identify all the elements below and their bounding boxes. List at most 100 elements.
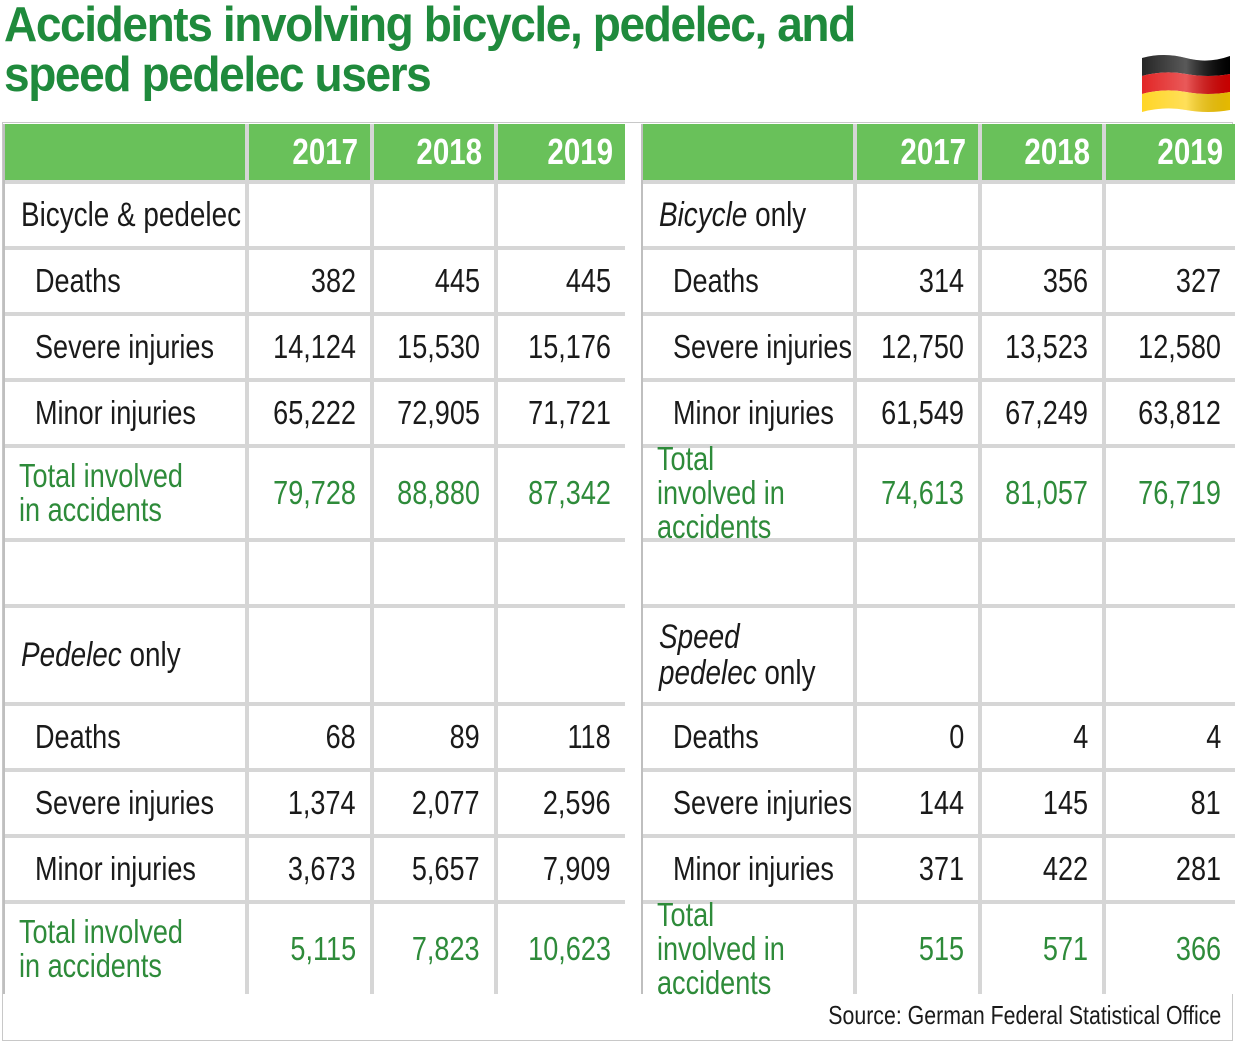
data-value: 13,523 bbox=[982, 316, 1102, 378]
total-label: Total involved in accidents bbox=[643, 898, 853, 1000]
empty-cell bbox=[374, 608, 494, 702]
total-value: 88,880 bbox=[374, 448, 494, 538]
row-label: Minor injuries bbox=[643, 838, 853, 900]
spacer-cell bbox=[5, 542, 245, 604]
total-label: Total involved in accidents bbox=[5, 448, 245, 538]
chart-title: Accidents involving bicycle, pedelec, an… bbox=[4, 0, 856, 102]
spacer-cell bbox=[982, 542, 1102, 604]
row-label: Severe injuries bbox=[5, 316, 245, 378]
spacer-cell bbox=[857, 542, 978, 604]
data-value: 65,222 bbox=[249, 382, 370, 444]
total-value: 87,342 bbox=[498, 448, 625, 538]
data-value: 281 bbox=[1106, 838, 1235, 900]
data-value: 327 bbox=[1106, 250, 1235, 312]
data-value: 314 bbox=[857, 250, 978, 312]
empty-cell bbox=[498, 608, 625, 702]
data-value: 3,673 bbox=[249, 838, 370, 900]
total-value: 515 bbox=[857, 904, 978, 994]
spacer-cell bbox=[249, 542, 370, 604]
data-value: 2,077 bbox=[374, 772, 494, 834]
data-value: 14,124 bbox=[249, 316, 370, 378]
total-value: 76,719 bbox=[1106, 448, 1235, 538]
data-value: 145 bbox=[982, 772, 1102, 834]
empty-cell bbox=[982, 608, 1102, 702]
total-value: 79,728 bbox=[249, 448, 370, 538]
row-label: Minor injuries bbox=[643, 382, 853, 444]
source-note: Source: German Federal Statistical Offic… bbox=[827, 1000, 1221, 1030]
total-value: 81,057 bbox=[982, 448, 1102, 538]
data-value: 422 bbox=[982, 838, 1102, 900]
data-value: 371 bbox=[857, 838, 978, 900]
empty-cell bbox=[249, 608, 370, 702]
data-value: 0 bbox=[857, 706, 978, 768]
empty-cell bbox=[1106, 184, 1235, 246]
empty-cell bbox=[374, 184, 494, 246]
right-table-panel: 2017 2018 2019 Bicycle only Deaths 314 356 327 S… bbox=[641, 124, 1235, 1000]
row-label: Deaths bbox=[5, 250, 245, 312]
spacer-cell bbox=[1106, 542, 1235, 604]
total-value: 571 bbox=[982, 904, 1102, 994]
total-value: 5,115 bbox=[249, 904, 370, 994]
data-value: 15,530 bbox=[374, 316, 494, 378]
row-label: Severe injuries bbox=[643, 772, 853, 834]
section-title: Pedelec only bbox=[5, 608, 245, 702]
section-title: Speed pedelec only bbox=[643, 608, 853, 702]
total-value: 10,623 bbox=[498, 904, 625, 994]
data-value: 356 bbox=[982, 250, 1102, 312]
row-label: Deaths bbox=[643, 250, 853, 312]
row-label: Deaths bbox=[643, 706, 853, 768]
data-value: 15,176 bbox=[498, 316, 625, 378]
empty-cell bbox=[857, 184, 978, 246]
data-value: 1,374 bbox=[249, 772, 370, 834]
data-value: 7,909 bbox=[498, 838, 625, 900]
total-value: 366 bbox=[1106, 904, 1235, 994]
section-title: Bicycle only bbox=[643, 184, 853, 246]
left-table-panel: 2017 2018 2019 Bicycle & pedelec Deaths 382 44… bbox=[3, 124, 625, 994]
data-value: 5,657 bbox=[374, 838, 494, 900]
spacer-cell bbox=[498, 542, 625, 604]
column-header: 2017 bbox=[857, 124, 978, 180]
column-header: 2018 bbox=[982, 124, 1102, 180]
data-value: 12,580 bbox=[1106, 316, 1235, 378]
row-label: Minor injuries bbox=[5, 382, 245, 444]
empty-cell bbox=[498, 184, 625, 246]
data-value: 4 bbox=[1106, 706, 1235, 768]
data-value: 445 bbox=[374, 250, 494, 312]
column-header: 2017 bbox=[249, 124, 370, 180]
data-value: 144 bbox=[857, 772, 978, 834]
data-value: 67,249 bbox=[982, 382, 1102, 444]
data-value: 81 bbox=[1106, 772, 1235, 834]
column-header: 2018 bbox=[374, 124, 494, 180]
empty-cell bbox=[857, 608, 978, 702]
total-value: 7,823 bbox=[374, 904, 494, 994]
empty-cell bbox=[1106, 608, 1235, 702]
row-label: Severe injuries bbox=[643, 316, 853, 378]
data-value: 71,721 bbox=[498, 382, 625, 444]
data-value: 382 bbox=[249, 250, 370, 312]
data-value: 68 bbox=[249, 706, 370, 768]
data-value: 72,905 bbox=[374, 382, 494, 444]
data-value: 4 bbox=[982, 706, 1102, 768]
germany-flag-icon bbox=[1142, 55, 1230, 112]
total-value: 74,613 bbox=[857, 448, 978, 538]
data-value: 61,549 bbox=[857, 382, 978, 444]
header-blank bbox=[643, 124, 853, 180]
empty-cell bbox=[249, 184, 370, 246]
row-label: Deaths bbox=[5, 706, 245, 768]
row-label: Minor injuries bbox=[5, 838, 245, 900]
spacer-cell bbox=[643, 542, 853, 604]
data-value: 445 bbox=[498, 250, 625, 312]
data-value: 118 bbox=[498, 706, 625, 768]
column-header: 2019 bbox=[1106, 124, 1235, 180]
column-header: 2019 bbox=[498, 124, 625, 180]
data-value: 12,750 bbox=[857, 316, 978, 378]
total-label: Total involved in accidents bbox=[643, 442, 853, 544]
section-title: Bicycle & pedelec bbox=[5, 184, 245, 246]
data-value: 63,812 bbox=[1106, 382, 1235, 444]
spacer-cell bbox=[374, 542, 494, 604]
empty-cell bbox=[982, 184, 1102, 246]
total-label: Total involved in accidents bbox=[5, 904, 245, 994]
data-value: 89 bbox=[374, 706, 494, 768]
header-blank bbox=[5, 124, 245, 180]
row-label: Severe injuries bbox=[5, 772, 245, 834]
